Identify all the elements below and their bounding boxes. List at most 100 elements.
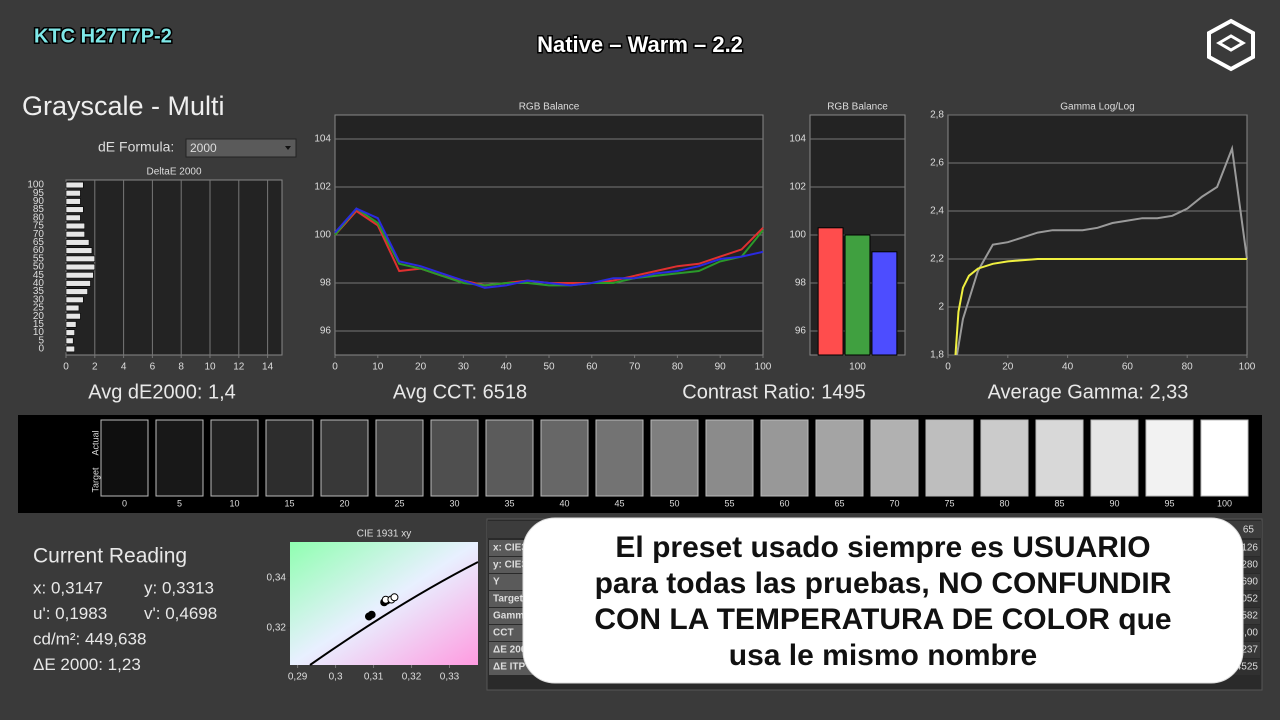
swatch [705, 419, 754, 497]
x-tick-label: 0,29 [288, 672, 308, 683]
swatch [870, 419, 919, 497]
table-row-label: Target [493, 594, 523, 605]
x-tick-label: 90 [715, 362, 727, 373]
series-line [334, 207, 764, 287]
table-cell: 582 [1241, 611, 1258, 622]
series-line [954, 258, 1247, 356]
x-tick-label: 80 [1182, 362, 1194, 373]
swatch [1090, 419, 1139, 497]
swatch [265, 419, 314, 497]
x-tick-label: 80 [672, 362, 684, 373]
y-category-label: 15 [33, 319, 45, 330]
table-row-label: CCT [493, 628, 514, 639]
formula-label: dE Formula: [98, 139, 174, 155]
table-cell: 280 [1241, 560, 1258, 571]
swatch [540, 419, 589, 497]
table-row-label: ΔE ITP [493, 662, 526, 673]
swatch-label: 90 [1109, 498, 1119, 508]
bar [65, 329, 75, 336]
table-cell: 5,4525 [1227, 662, 1258, 673]
x-tick-label: 30 [458, 362, 470, 373]
y-category-label: 85 [33, 204, 45, 215]
chart-title: CIE 1931 xy [357, 529, 411, 540]
reading-line: cd/m²: 449,638 [33, 629, 146, 648]
bar [65, 181, 84, 189]
swatch [485, 419, 534, 497]
table-cell: 126 [1241, 543, 1258, 554]
swatch-label: 35 [504, 498, 514, 508]
swatch-label: 30 [449, 498, 459, 508]
bar [844, 234, 871, 356]
bar [65, 206, 84, 213]
bar [65, 313, 81, 320]
stat: Average Gamma: 2,33 [988, 381, 1189, 403]
bar [65, 214, 81, 221]
bar [65, 231, 86, 238]
series-line [955, 144, 1248, 356]
x-tick-label: 50 [543, 362, 555, 373]
y-category-label: 10 [33, 327, 45, 338]
stat: Avg dE2000: 1,4 [88, 381, 236, 403]
y-category-label: 30 [33, 294, 45, 305]
swatch [760, 419, 809, 497]
x-tick-label: 6 [150, 362, 156, 373]
y-category-label: 40 [33, 278, 45, 289]
bar [817, 227, 844, 356]
y-tick-label: 100 [789, 230, 806, 241]
chart-title: Gamma Log/Log [1060, 102, 1135, 113]
bar [65, 263, 96, 271]
series-line [334, 207, 764, 289]
bar [65, 198, 81, 205]
swatch-label: 50 [669, 498, 679, 508]
swatch-label: 100 [1217, 498, 1232, 508]
x-tick-label: 0 [945, 362, 951, 373]
swatch-label: 70 [889, 498, 899, 508]
swatch [1200, 419, 1249, 497]
y-tick-label: 2 [938, 302, 944, 313]
swatch-label: 85 [1054, 498, 1064, 508]
overlay-line: usa le mismo nombre [729, 639, 1037, 672]
bar [65, 222, 86, 230]
swatch-row-label: Target [90, 467, 100, 493]
y-category-label: 20 [33, 311, 45, 322]
y-category-label: 95 [33, 188, 45, 199]
table-header-cell: 65 [1243, 525, 1255, 536]
x-tick-label: 4 [121, 362, 127, 373]
swatch [430, 419, 479, 497]
y-tick-label: 0,34 [267, 572, 287, 583]
point [367, 610, 376, 619]
table-cell: 052 [1241, 594, 1258, 605]
swatch-label: 95 [1164, 498, 1174, 508]
swatch [100, 419, 149, 497]
formula-dropdown[interactable] [185, 138, 297, 158]
y-tick-label: 104 [789, 134, 806, 145]
bar [65, 304, 80, 312]
swatch [210, 419, 259, 497]
bar [65, 255, 96, 262]
x-tick-label: 60 [1122, 362, 1134, 373]
y-tick-label: 96 [795, 326, 807, 337]
reading-line: x: 0,3147 [33, 578, 103, 597]
y-category-label: 50 [33, 262, 45, 273]
y-category-label: 5 [38, 335, 44, 346]
swatch-label: 45 [614, 498, 624, 508]
y-tick-label: 102 [789, 182, 806, 193]
y-category-label: 100 [27, 180, 44, 191]
x-tick-label: 0 [332, 362, 338, 373]
y-category-label: 25 [33, 303, 45, 314]
swatch-label: 25 [394, 498, 404, 508]
swatch-label: 75 [944, 498, 954, 508]
y-tick-label: 100 [314, 230, 331, 241]
reading-line: v': 0,4698 [144, 604, 217, 623]
overlay-box [522, 517, 1244, 684]
table-cell: 237 [1241, 645, 1258, 656]
y-tick-label: 104 [314, 134, 331, 145]
bar [65, 321, 77, 328]
bar [65, 296, 84, 303]
y-tick-label: 1,8 [930, 350, 944, 361]
x-tick-label: 100 [1239, 362, 1256, 373]
reading-title: Current Reading [33, 545, 187, 568]
y-tick-label: 0,32 [267, 622, 287, 633]
x-tick-label: 100 [755, 362, 772, 373]
